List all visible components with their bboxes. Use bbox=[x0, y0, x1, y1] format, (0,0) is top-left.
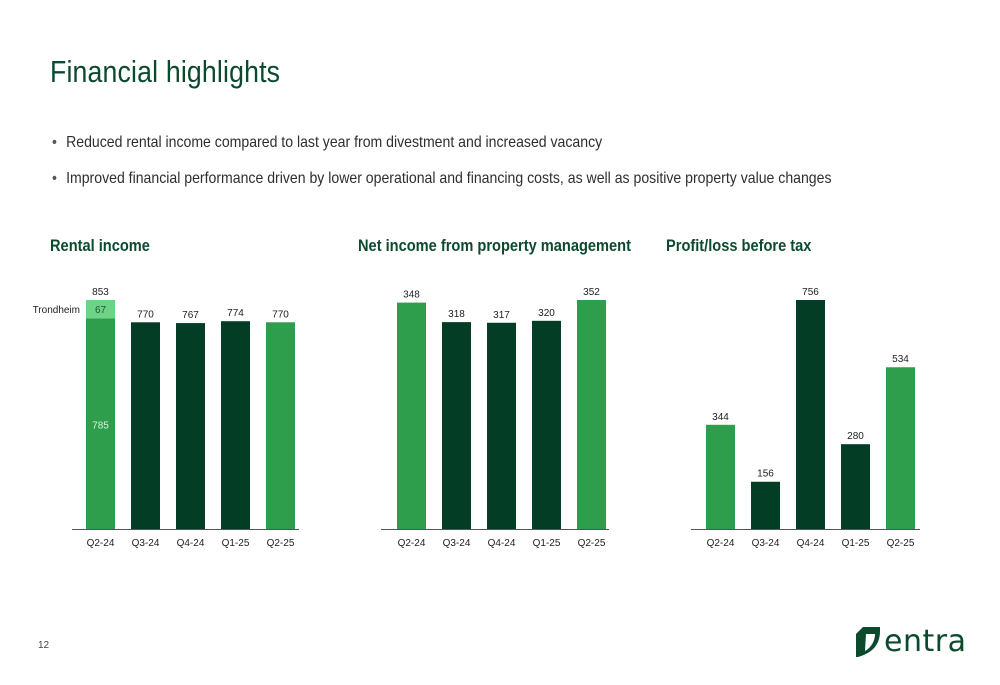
data-label: 280 bbox=[847, 431, 864, 442]
data-label: 348 bbox=[403, 290, 420, 301]
entra-logo: entra bbox=[856, 624, 966, 659]
segment-label-top: 67 bbox=[95, 305, 107, 316]
bar bbox=[706, 424, 735, 529]
bar bbox=[751, 481, 780, 529]
x-tick-label: Q2-24 bbox=[398, 538, 426, 549]
x-tick-label: Q4-24 bbox=[488, 538, 516, 549]
data-label: 767 bbox=[182, 310, 199, 321]
bar bbox=[841, 444, 870, 529]
bar bbox=[397, 302, 426, 529]
bullet-item: Reduced rental income compared to last y… bbox=[52, 134, 832, 170]
x-tick-label: Q4-24 bbox=[177, 538, 205, 549]
data-label: 318 bbox=[448, 309, 465, 320]
entra-logo-icon bbox=[856, 626, 880, 657]
bar bbox=[266, 322, 295, 529]
x-tick-label: Q2-25 bbox=[887, 538, 915, 549]
bar bbox=[221, 321, 250, 529]
x-tick-label: Q2-25 bbox=[267, 538, 295, 549]
bullet-list: Reduced rental income compared to last y… bbox=[52, 134, 938, 206]
data-label: 352 bbox=[583, 287, 600, 298]
bar bbox=[532, 320, 561, 529]
data-label: 317 bbox=[493, 310, 510, 321]
data-label: 156 bbox=[757, 469, 774, 480]
profit-loss-chart-title: Profit/loss before tax bbox=[666, 236, 812, 255]
x-tick-label: Q1-25 bbox=[222, 538, 250, 549]
page-title: Financial highlights bbox=[50, 54, 281, 89]
data-label: 320 bbox=[538, 308, 555, 319]
segment-name-label: Trondheim bbox=[33, 305, 80, 316]
data-label: 774 bbox=[227, 308, 244, 319]
x-tick-label: Q2-24 bbox=[87, 538, 115, 549]
x-tick-label: Q1-25 bbox=[533, 538, 561, 549]
x-tick-label: Q4-24 bbox=[797, 538, 825, 549]
bullet-item: Improved financial performance driven by… bbox=[52, 170, 832, 206]
bar bbox=[442, 322, 471, 529]
segment-label-base: 785 bbox=[92, 420, 109, 431]
bar bbox=[796, 300, 825, 529]
x-tick-label: Q3-24 bbox=[132, 538, 160, 549]
data-label: 756 bbox=[802, 287, 819, 298]
bar bbox=[176, 323, 205, 529]
x-tick-label: Q3-24 bbox=[752, 538, 780, 549]
data-label: 770 bbox=[272, 309, 289, 320]
net-income-chart-title: Net income from property management bbox=[358, 236, 631, 255]
bar bbox=[131, 322, 160, 529]
bar bbox=[487, 322, 516, 529]
x-tick-label: Q2-25 bbox=[578, 538, 606, 549]
bar bbox=[577, 300, 606, 529]
entra-logo-text: entra bbox=[884, 624, 967, 659]
data-label: 344 bbox=[712, 412, 729, 423]
x-tick-label: Q3-24 bbox=[443, 538, 471, 549]
bar bbox=[886, 367, 915, 529]
data-label: 853 bbox=[92, 287, 109, 298]
data-label: 770 bbox=[137, 309, 154, 320]
x-tick-label: Q1-25 bbox=[842, 538, 870, 549]
rental-income-chart-title: Rental income bbox=[50, 236, 150, 255]
data-label: 534 bbox=[892, 354, 909, 365]
page-number: 12 bbox=[38, 640, 50, 651]
x-tick-label: Q2-24 bbox=[707, 538, 735, 549]
bar-segment-base bbox=[86, 318, 115, 529]
bar-segment-top bbox=[86, 300, 115, 319]
